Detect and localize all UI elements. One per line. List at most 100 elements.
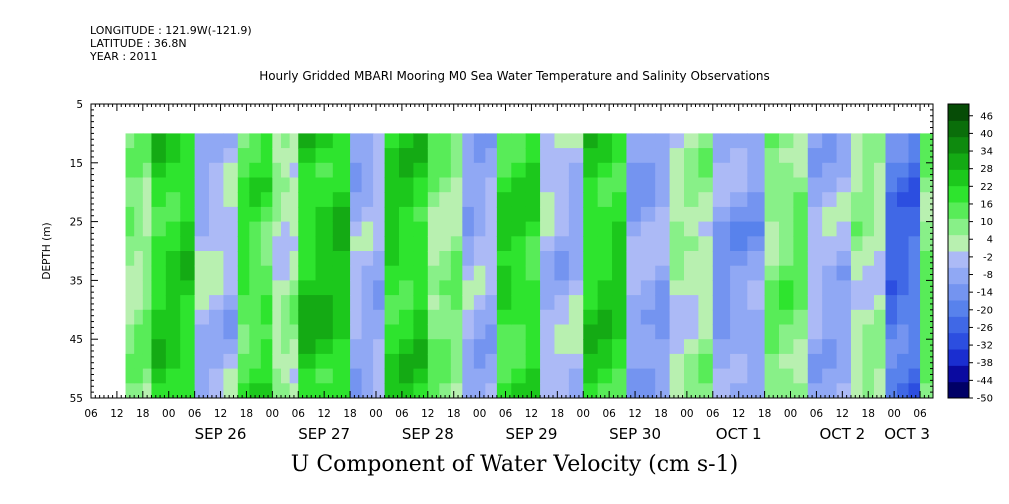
heatmap-cell bbox=[350, 368, 363, 384]
x-tick-label: 06 bbox=[188, 408, 202, 420]
heatmap-cell bbox=[249, 383, 262, 398]
heatmap-cell bbox=[1004, 280, 1009, 295]
heatmap-cell bbox=[807, 265, 823, 281]
heatmap-cell bbox=[272, 280, 282, 296]
heatmap-cell bbox=[684, 206, 699, 223]
heatmap-cell bbox=[151, 162, 167, 179]
heatmap-cell bbox=[669, 353, 685, 370]
heatmap-cell bbox=[384, 265, 400, 281]
heatmap-cell bbox=[151, 339, 167, 355]
heatmap-cell bbox=[793, 221, 809, 237]
heatmap-cell bbox=[260, 368, 273, 384]
heatmap-cell bbox=[413, 162, 429, 179]
heatmap-cell bbox=[778, 148, 794, 164]
heatmap-cell bbox=[361, 251, 374, 267]
heatmap-cell bbox=[134, 265, 144, 281]
heatmap-cell bbox=[793, 280, 809, 296]
heatmap-cell bbox=[836, 309, 852, 326]
heatmap-cell bbox=[399, 339, 414, 355]
heatmap-cell bbox=[897, 280, 910, 296]
heatmap-cell bbox=[223, 133, 239, 149]
heatmap-cell bbox=[540, 309, 556, 326]
heatmap-cell bbox=[655, 192, 671, 208]
colorbar-swatch bbox=[948, 104, 969, 121]
heatmap-cell bbox=[223, 324, 239, 340]
heatmap-cell bbox=[712, 251, 731, 267]
heatmap-cell bbox=[280, 280, 291, 296]
heatmap-cell bbox=[165, 339, 181, 355]
heatmap-cell bbox=[332, 383, 351, 398]
heatmap-cell bbox=[298, 383, 317, 398]
heatmap-cell bbox=[413, 309, 429, 326]
heatmap-cell bbox=[897, 192, 910, 208]
heatmap-cell bbox=[165, 133, 181, 149]
heatmap-cell bbox=[885, 265, 898, 281]
heatmap-cell bbox=[897, 339, 910, 355]
heatmap-cell bbox=[427, 295, 440, 311]
heatmap-cell bbox=[655, 339, 671, 355]
heatmap-cell bbox=[249, 368, 262, 384]
heatmap-cell bbox=[554, 177, 570, 193]
heatmap-cell bbox=[540, 295, 556, 311]
heatmap-cell bbox=[280, 221, 291, 237]
heatmap-cell bbox=[399, 236, 414, 252]
heatmap-cell bbox=[836, 295, 852, 311]
heatmap-cell bbox=[260, 221, 273, 237]
heatmap-cell bbox=[373, 309, 386, 326]
heatmap-cell bbox=[298, 280, 317, 296]
heatmap-cell bbox=[764, 295, 780, 311]
heatmap-cell bbox=[280, 251, 291, 267]
heatmap-cell bbox=[684, 339, 699, 355]
heatmap-cell bbox=[142, 206, 153, 223]
heatmap-cell bbox=[462, 280, 475, 296]
heatmap-cell bbox=[747, 368, 766, 384]
y-tick-label: 5 bbox=[76, 99, 83, 111]
heatmap-cell bbox=[209, 295, 225, 311]
colorbar-swatch bbox=[948, 316, 969, 334]
heatmap-cell bbox=[384, 309, 400, 326]
heatmap-cell bbox=[180, 339, 196, 355]
heatmap-cell bbox=[612, 280, 628, 296]
heatmap-cell bbox=[496, 177, 512, 193]
heatmap-cell bbox=[289, 192, 299, 208]
x-tick-label: 12 bbox=[732, 408, 745, 420]
heatmap-cell bbox=[473, 295, 486, 311]
heatmap-cell bbox=[540, 383, 556, 398]
heatmap-cell bbox=[669, 251, 685, 267]
heatmap-cell bbox=[298, 162, 317, 179]
heatmap-cell bbox=[142, 177, 153, 193]
heatmap-cell bbox=[134, 324, 144, 340]
heatmap-cell bbox=[525, 280, 541, 296]
colorbar-label: -14 bbox=[977, 288, 993, 299]
heatmap-cell bbox=[698, 295, 714, 311]
heatmap-cell bbox=[712, 148, 731, 164]
x-day-label: OCT 3 bbox=[884, 425, 930, 443]
heatmap-cell bbox=[1004, 383, 1009, 398]
heatmap-cell bbox=[934, 148, 949, 163]
heatmap-cell bbox=[873, 251, 887, 267]
colorbar-label: -8 bbox=[983, 270, 993, 281]
heatmap-cell bbox=[496, 192, 512, 208]
x-tick-label: 12 bbox=[628, 408, 641, 420]
heatmap-cell bbox=[450, 265, 463, 281]
heatmap-cell bbox=[450, 192, 463, 208]
x-tick-label: 00 bbox=[887, 408, 900, 420]
heatmap-cell bbox=[332, 148, 351, 164]
heatmap-cell bbox=[223, 162, 239, 179]
heatmap-cell bbox=[778, 339, 794, 355]
heatmap-cell bbox=[260, 133, 273, 149]
heatmap-cell bbox=[583, 206, 599, 223]
heatmap-cell bbox=[272, 295, 282, 311]
heatmap-cell bbox=[583, 251, 599, 267]
heatmap-cell bbox=[998, 310, 1004, 325]
x-tick-label: 00 bbox=[784, 408, 797, 420]
heatmap-cell bbox=[626, 339, 642, 355]
heatmap-cell bbox=[151, 221, 167, 237]
heatmap-cell bbox=[439, 324, 452, 340]
heatmap-cell bbox=[747, 206, 766, 223]
heatmap-cell bbox=[384, 368, 400, 384]
heatmap-cell bbox=[427, 221, 440, 237]
heatmap-cell bbox=[836, 324, 852, 340]
heatmap-cell bbox=[908, 221, 921, 237]
heatmap-cell bbox=[373, 162, 386, 179]
